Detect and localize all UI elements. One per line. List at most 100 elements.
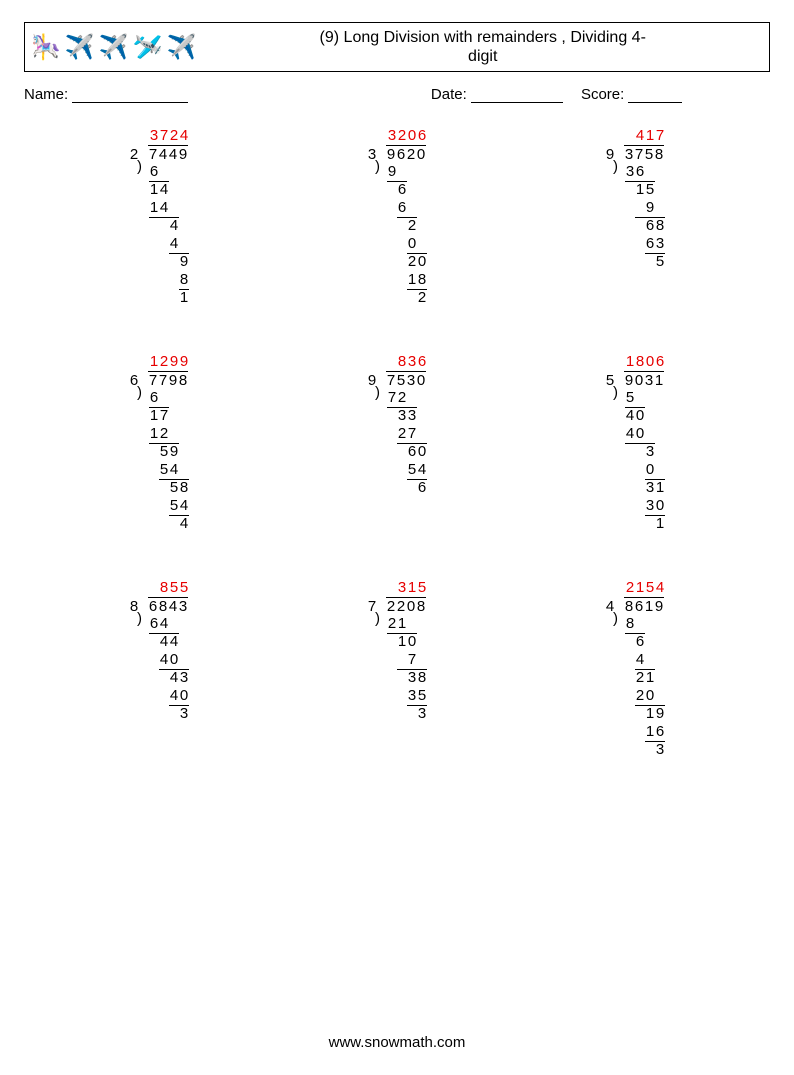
divisor-dividend-row: 27449 (129, 145, 189, 163)
work-row: 21 (605, 669, 665, 687)
quotient-row: 315 (367, 579, 427, 597)
work-row: 59 (129, 443, 189, 461)
work-row: 4 (129, 217, 189, 235)
divisor-dividend-row: 59031 (605, 371, 665, 389)
work-row: 0 (367, 235, 427, 253)
divisor-dividend-row: 67798 (129, 371, 189, 389)
long-division-problem: 320639620 9 6 6 2 0 20 18 2 (278, 127, 516, 307)
long-division-problem: 180659031 5 40 40 3 0 31 30 1 (516, 353, 754, 533)
footer-url: www.snowmath.com (0, 1034, 794, 1051)
work-row: 8 (129, 271, 189, 289)
divisor-dividend-row: 93758 (605, 145, 665, 163)
work-row: 5 (605, 389, 665, 407)
work-row: 33 (367, 407, 427, 425)
work-row: 40 (129, 687, 189, 705)
work-row: 1 (129, 289, 189, 307)
score-blank[interactable] (628, 88, 682, 103)
quotient-row: 836 (367, 353, 427, 371)
work-row: 4 (605, 651, 665, 669)
work-row: 72 (367, 389, 427, 407)
problems-grid: 372427449 6 14 14 4 4 9 8 1 320639620 9 … (40, 127, 754, 759)
header-icon: 🛩️ (133, 33, 163, 62)
work-row: 30 (605, 497, 665, 515)
work-row: 38 (367, 669, 427, 687)
long-division-problem: 41793758 36 15 9 68 63 5 (516, 127, 754, 307)
header-box: 🎠✈️✈️🛩️✈️ (9) Long Division with remaind… (24, 22, 770, 72)
work-row: 10 (367, 633, 427, 651)
header-icon: ✈️ (65, 33, 95, 62)
header-icon: ✈️ (99, 33, 129, 62)
long-division-problem: 83697530 72 33 27 60 54 6 (278, 353, 516, 533)
work-row: 6 (367, 181, 427, 199)
worksheet-title: (9) Long Division with remainders , Divi… (196, 24, 769, 70)
work-row: 40 (129, 651, 189, 669)
work-row: 60 (367, 443, 427, 461)
header-icons: 🎠✈️✈️🛩️✈️ (25, 33, 196, 62)
score-label: Score: (581, 86, 624, 103)
work-row: 68 (605, 217, 665, 235)
work-row: 40 (605, 425, 665, 443)
work-row: 4 (129, 235, 189, 253)
work-row: 3 (129, 705, 189, 723)
title-line1: (9) Long Division with remainders , Divi… (320, 29, 646, 46)
name-blank[interactable] (72, 88, 188, 103)
work-row: 18 (367, 271, 427, 289)
work-row: 7 (367, 651, 427, 669)
divisor-dividend-row: 72208 (367, 597, 427, 615)
work-row: 15 (605, 181, 665, 199)
work-row: 1 (605, 515, 665, 533)
work-row: 27 (367, 425, 427, 443)
work-row: 54 (129, 497, 189, 515)
work-row: 6 (367, 199, 427, 217)
work-row: 40 (605, 407, 665, 425)
title-line2: digit (468, 48, 497, 65)
work-row: 3 (605, 443, 665, 461)
long-division-problem: 31572208 21 10 7 38 35 3 (278, 579, 516, 759)
work-row: 8 (605, 615, 665, 633)
quotient-row: 1299 (129, 353, 189, 371)
quotient-row: 3724 (129, 127, 189, 145)
work-row: 14 (129, 199, 189, 217)
work-row: 9 (129, 253, 189, 271)
info-row: Name: Date: Score: (24, 86, 770, 103)
divisor-dividend-row: 39620 (367, 145, 427, 163)
quotient-row: 417 (605, 127, 665, 145)
work-row: 9 (367, 163, 427, 181)
work-row: 54 (367, 461, 427, 479)
work-row: 19 (605, 705, 665, 723)
divisor-dividend-row: 97530 (367, 371, 427, 389)
work-row: 2 (367, 289, 427, 307)
quotient-row: 1806 (605, 353, 665, 371)
divisor-dividend-row: 86843 (129, 597, 189, 615)
quotient-row: 3206 (367, 127, 427, 145)
date-label: Date: (431, 86, 467, 103)
work-row: 43 (129, 669, 189, 687)
work-row: 17 (129, 407, 189, 425)
long-division-problem: 129967798 6 17 12 59 54 58 54 4 (40, 353, 278, 533)
work-row: 16 (605, 723, 665, 741)
long-division-problem: 215448619 8 6 4 21 20 19 16 3 (516, 579, 754, 759)
date-blank[interactable] (471, 88, 563, 103)
work-row: 6 (129, 389, 189, 407)
work-row: 63 (605, 235, 665, 253)
work-row: 6 (129, 163, 189, 181)
work-row: 20 (367, 253, 427, 271)
header-icon: ✈️ (167, 33, 197, 62)
work-row: 21 (367, 615, 427, 633)
work-row: 20 (605, 687, 665, 705)
work-row: 58 (129, 479, 189, 497)
work-row: 64 (129, 615, 189, 633)
work-row: 5 (605, 253, 665, 271)
work-row: 6 (367, 479, 427, 497)
work-row: 6 (605, 633, 665, 651)
long-division-problem: 372427449 6 14 14 4 4 9 8 1 (40, 127, 278, 307)
long-division-problem: 85586843 64 44 40 43 40 3 (40, 579, 278, 759)
work-row: 54 (129, 461, 189, 479)
work-row: 0 (605, 461, 665, 479)
work-row: 31 (605, 479, 665, 497)
work-row: 36 (605, 163, 665, 181)
header-icon: 🎠 (31, 33, 61, 62)
work-row: 12 (129, 425, 189, 443)
work-row: 4 (129, 515, 189, 533)
work-row: 35 (367, 687, 427, 705)
